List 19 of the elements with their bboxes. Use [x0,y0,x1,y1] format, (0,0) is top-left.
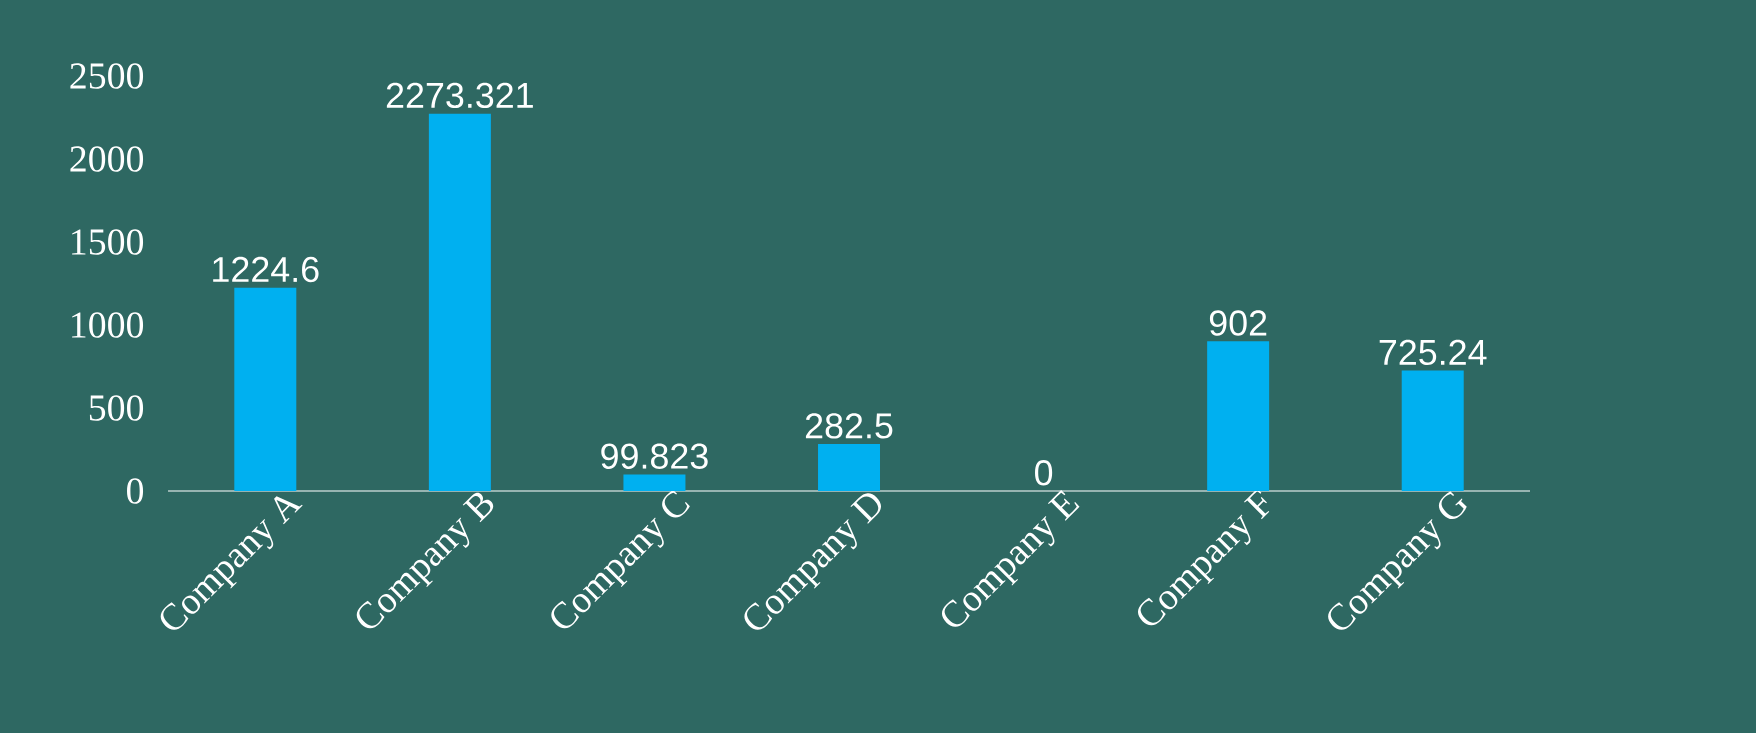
data-label: 282.5 [805,413,893,439]
y-tick-label: 0 [127,478,144,504]
y-tick-label: 2000 [70,146,144,172]
bar [623,474,686,491]
y-tick-label: 1000 [72,312,144,338]
bar [1401,370,1464,491]
data-label: 902 [1209,310,1267,336]
data-label: 2273.321 [386,82,533,109]
data-label: 99.823 [601,443,708,469]
data-label: 725.24 [1379,339,1487,366]
bar [1207,341,1270,491]
y-tick-label: 1500 [72,229,144,255]
data-label: 0 [1035,460,1053,486]
y-tick-label: 2500 [70,63,144,89]
bar [234,287,297,491]
data-label: 1224.6 [213,256,319,283]
bar [818,444,881,491]
y-tick-label: 500 [89,395,144,421]
bar [428,113,491,491]
